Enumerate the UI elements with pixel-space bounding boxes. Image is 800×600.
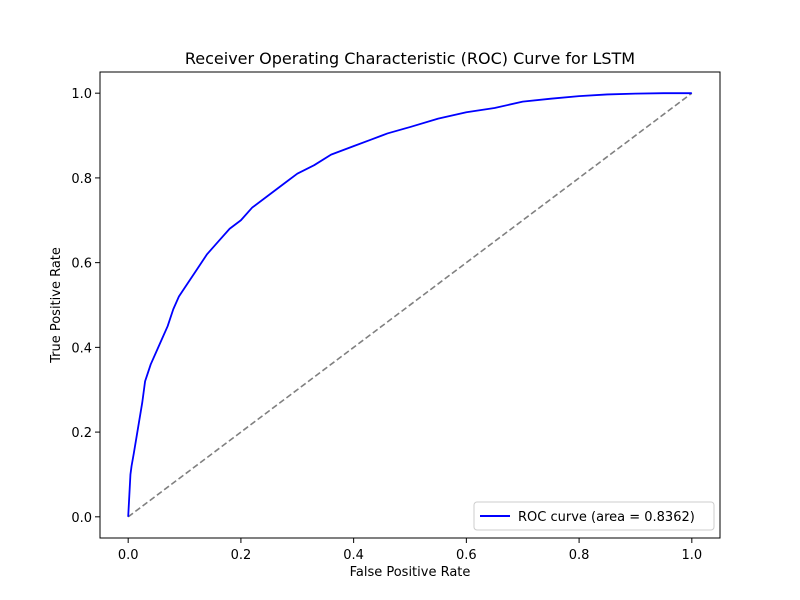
legend: ROC curve (area = 0.8362) — [473, 501, 715, 531]
y-tick-label: 0.8 — [71, 172, 92, 187]
x-tick-label: 0.6 — [456, 548, 477, 563]
chance-diagonal-line — [127, 92, 693, 518]
x-tick-label: 0.2 — [231, 548, 252, 563]
x-tick-label: 1.0 — [681, 548, 702, 563]
y-axis-label: True Positive Rate — [49, 247, 64, 364]
x-axis: 0.0 0.2 0.4 0.6 0.8 1.0 — [118, 538, 702, 563]
y-tick-label: 1.0 — [71, 87, 92, 102]
legend-box — [473, 501, 715, 531]
series-layer — [127, 92, 693, 518]
roc-curve-line — [127, 92, 692, 517]
x-axis-label: False Positive Rate — [350, 565, 471, 580]
x-tick-label: 0.4 — [343, 548, 364, 563]
y-tick-label: 0.0 — [71, 511, 92, 526]
y-axis: 0.0 0.2 0.4 0.6 0.8 1.0 — [71, 87, 100, 526]
chart-title: Receiver Operating Characteristic (ROC) … — [185, 49, 635, 68]
y-tick-label: 0.4 — [71, 341, 92, 356]
y-tick-label: 0.2 — [71, 426, 92, 441]
legend-label-roc: ROC curve (area = 0.8362) — [518, 510, 695, 525]
plot-area-frame — [99, 71, 721, 539]
x-tick-label: 0.0 — [118, 548, 139, 563]
x-tick-label: 0.8 — [569, 548, 590, 563]
y-tick-label: 0.6 — [71, 257, 92, 272]
